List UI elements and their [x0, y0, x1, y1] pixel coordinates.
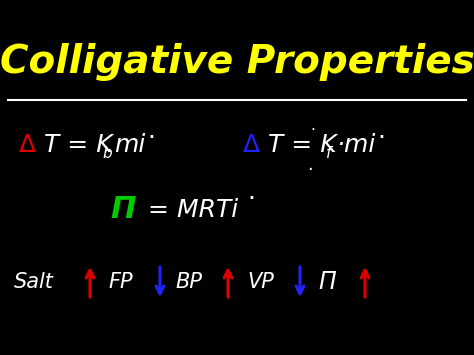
- Text: mi: mi: [114, 133, 146, 157]
- Text: = MRTi: = MRTi: [148, 198, 238, 222]
- Text: Salt: Salt: [14, 272, 54, 292]
- Text: .: .: [377, 119, 385, 143]
- Text: Π: Π: [110, 196, 136, 224]
- Text: Π: Π: [318, 270, 336, 294]
- Text: f: f: [326, 146, 331, 160]
- Text: VP: VP: [247, 272, 274, 292]
- Text: BP: BP: [175, 272, 202, 292]
- Text: b: b: [102, 146, 111, 160]
- Text: .: .: [307, 156, 313, 174]
- Text: Colligative Properties: Colligative Properties: [0, 43, 474, 81]
- Text: FP: FP: [108, 272, 133, 292]
- Text: ·mi: ·mi: [336, 133, 375, 157]
- Text: $\Delta$: $\Delta$: [18, 133, 37, 157]
- Text: .: .: [310, 118, 315, 132]
- Text: $\Delta$: $\Delta$: [242, 133, 261, 157]
- Text: T = K: T = K: [44, 133, 113, 157]
- Text: .: .: [147, 119, 155, 143]
- Text: T = K: T = K: [268, 133, 337, 157]
- Text: .: .: [247, 180, 255, 204]
